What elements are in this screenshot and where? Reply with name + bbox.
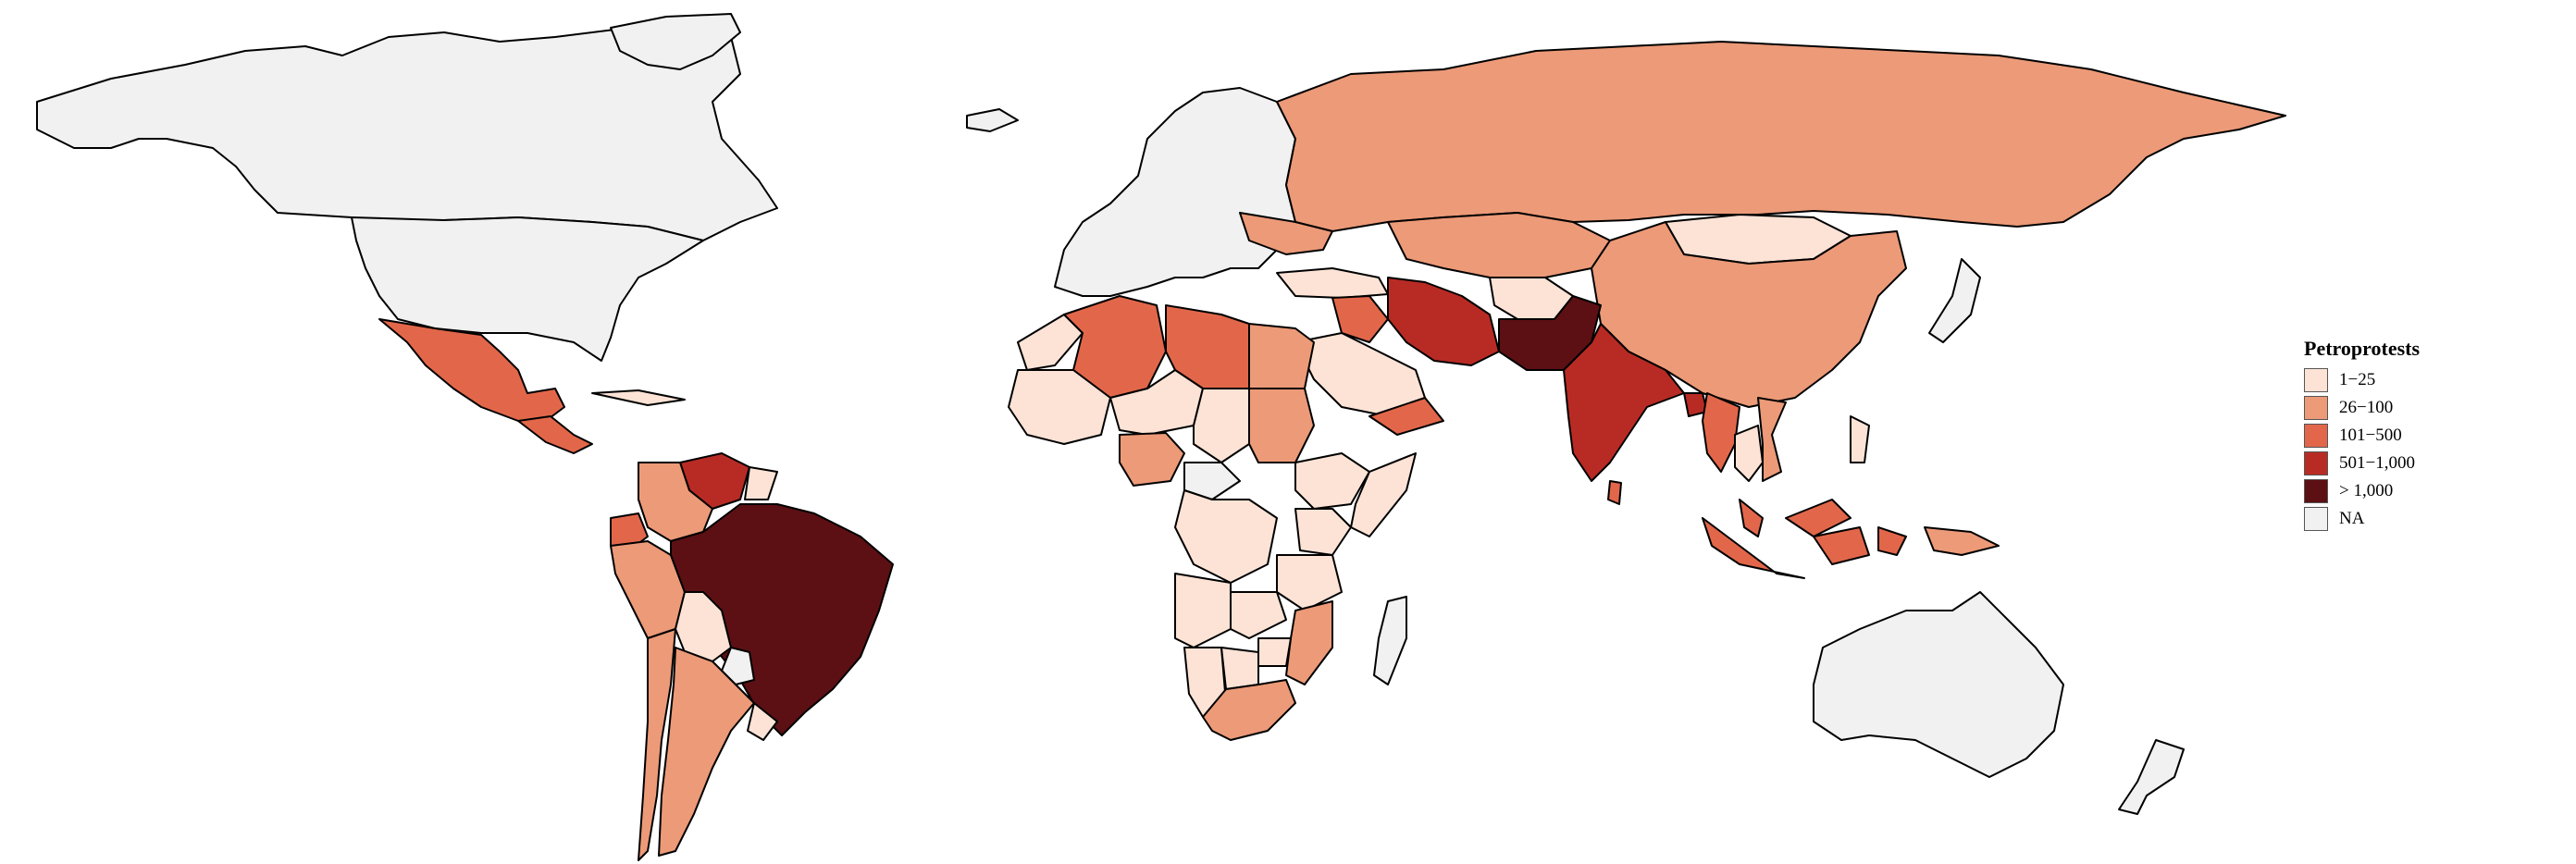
- country-chile: [638, 628, 676, 861]
- region-europe: [1054, 87, 1296, 297]
- legend-swatch: [2304, 451, 2328, 475]
- country-dr-congo: [1174, 489, 1278, 584]
- country-ethiopia: [1294, 452, 1370, 510]
- country-india: [1563, 323, 1685, 482]
- legend-label: 26−100: [2339, 398, 2394, 417]
- legend-swatch: [2304, 368, 2328, 392]
- country-russia: [1276, 41, 2286, 232]
- legend-label: NA: [2339, 509, 2365, 528]
- country-zimbabwe: [1257, 637, 1292, 667]
- legend-item: > 1,000: [2304, 477, 2420, 505]
- country-philippines: [1850, 415, 1870, 463]
- country-morocco: [1017, 314, 1084, 371]
- country-new-zealand: [2118, 739, 2185, 815]
- country-australia: [1813, 591, 2064, 778]
- map-legend: Petroprotests 1−25 26−100 101−500 501−1,…: [2304, 337, 2420, 533]
- country-turkey: [1276, 267, 1389, 299]
- country-iraq: [1331, 295, 1389, 343]
- country-chad: [1193, 388, 1250, 463]
- country-sri-lanka: [1607, 480, 1622, 505]
- legend-swatch: [2304, 479, 2328, 503]
- country-united-states: [351, 216, 704, 362]
- legend-title: Petroprotests: [2304, 337, 2421, 360]
- country-angola: [1174, 573, 1232, 648]
- legend-label: > 1,000: [2339, 481, 2394, 500]
- country-tanzania: [1276, 554, 1343, 611]
- country-ukraine: [1239, 212, 1333, 255]
- country-malaysia: [1739, 499, 1852, 537]
- legend-item: 101−500: [2304, 422, 2420, 450]
- legend-item: 501−1,000: [2304, 450, 2420, 477]
- legend-swatch: [2304, 424, 2328, 448]
- country-myanmar: [1702, 392, 1740, 473]
- country-indonesia: [1702, 517, 1907, 579]
- country-thailand: [1734, 425, 1764, 482]
- country-kenya: [1294, 508, 1352, 556]
- legend-label: 101−500: [2339, 426, 2402, 445]
- country-mali: [1008, 369, 1111, 445]
- country-south-africa: [1202, 679, 1296, 741]
- country-iran: [1387, 277, 1500, 366]
- country-zambia: [1230, 591, 1287, 639]
- country-paraguay: [721, 647, 755, 685]
- country-mozambique: [1285, 600, 1333, 685]
- country-japan: [1928, 258, 1981, 343]
- country-greenland: [610, 13, 741, 70]
- legend-swatch: [2304, 396, 2328, 420]
- legend-label: 501−1,000: [2339, 453, 2415, 473]
- country-iceland: [966, 108, 1019, 132]
- country-madagascar: [1373, 596, 1407, 685]
- country-uruguay: [747, 702, 778, 741]
- country-nigeria: [1119, 432, 1185, 487]
- country-central-african-republic: [1183, 462, 1241, 500]
- country-cuba: [591, 389, 686, 406]
- legend-swatch: [2304, 507, 2328, 531]
- legend-item: 26−100: [2304, 394, 2420, 422]
- country-mexico: [378, 318, 565, 422]
- country-botswana: [1220, 647, 1259, 690]
- country-egypt: [1248, 323, 1315, 389]
- country-vietnam: [1757, 397, 1787, 482]
- country-yemen: [1368, 397, 1444, 436]
- legend-label: 1−25: [2339, 370, 2376, 389]
- country-canada: [36, 22, 778, 241]
- country-argentina: [658, 647, 755, 857]
- country-sudan: [1248, 388, 1315, 463]
- country-guyana: [744, 466, 778, 500]
- legend-item: 1−25: [2304, 366, 2420, 394]
- country-bolivia: [675, 591, 732, 662]
- country-somalia: [1350, 452, 1417, 537]
- legend-item: NA: [2304, 505, 2420, 533]
- country-papua-new-guinea: [1924, 526, 2000, 556]
- country-guatemala: [517, 415, 593, 454]
